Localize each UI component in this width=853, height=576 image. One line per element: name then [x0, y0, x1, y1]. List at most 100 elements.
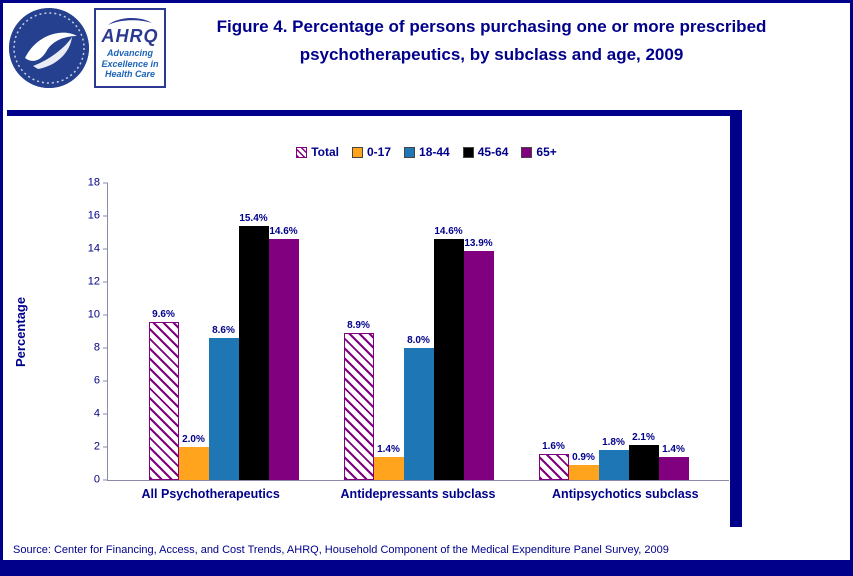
category-labels: All Psychotherapeutics Antidepressants su…: [107, 487, 729, 501]
y-axis-tick-mark: [103, 215, 108, 217]
legend-label: Total: [311, 145, 339, 159]
bar-value-label: 8.6%: [212, 325, 235, 337]
bar-rect: [628, 445, 659, 480]
bar-65-: 13.9%: [463, 183, 494, 480]
y-axis-tick-mark: [103, 314, 108, 316]
legend-swatch-icon: [521, 146, 533, 158]
legend-item-18-44: 18-44: [404, 145, 450, 159]
y-axis-tick-mark: [103, 446, 108, 448]
y-axis-tick-label: 18: [87, 176, 100, 189]
y-axis-tick-mark: [103, 281, 108, 283]
bar-rect: [568, 465, 599, 480]
bar-rect: [538, 453, 569, 480]
bar-0-17: 2.0%: [178, 183, 209, 480]
bar-45-64: 2.1%: [628, 183, 659, 480]
bar-18-44: 1.8%: [598, 183, 629, 480]
ahrq-swoosh-icon: [108, 18, 152, 26]
bar-value-label: 1.4%: [662, 443, 685, 455]
bar-rect: [463, 250, 494, 480]
bar-18-44: 8.6%: [208, 183, 239, 480]
legend: Total 0-17 18-44 45-64 65+: [3, 145, 850, 159]
bar-rect: [658, 456, 689, 480]
y-axis-tick-mark: [103, 347, 108, 349]
bar-65-: 1.4%: [658, 183, 689, 480]
header-divider-rule: [7, 110, 739, 116]
category-label: All Psychotherapeutics: [141, 487, 280, 501]
y-axis-tick-mark: [103, 479, 108, 481]
ahrq-tagline-line1: Advancing: [106, 48, 153, 59]
hhs-eagle-icon: [9, 8, 89, 88]
bar-rect: [208, 338, 239, 480]
bar-0-17: 0.9%: [568, 183, 599, 480]
legend-item-65-: 65+: [521, 145, 557, 159]
bar-value-label: 2.0%: [182, 434, 205, 446]
bar-group: 9.6% 2.0% 8.6% 15.4% 14.6%: [126, 183, 321, 480]
bar-total: 8.9%: [343, 183, 374, 480]
bar-value-label: 14.6%: [434, 226, 463, 238]
bar-rect: [178, 447, 209, 480]
y-axis-tick-label: 14: [87, 242, 100, 255]
bar-total: 9.6%: [148, 183, 179, 480]
bar-18-44: 8.0%: [403, 183, 434, 480]
y-axis-tick-label: 2: [93, 440, 100, 453]
legend-label: 0-17: [366, 145, 392, 159]
y-axis-tick-label: 4: [93, 407, 100, 420]
bar-total: 1.6%: [538, 183, 569, 480]
bar-value-label: 0.9%: [572, 452, 595, 464]
legend-swatch-icon: [351, 146, 363, 158]
bar-value-label: 15.4%: [239, 212, 268, 224]
y-axis-title: Percentage: [13, 296, 28, 368]
bar-rect: [268, 239, 299, 480]
bar-value-label: 8.0%: [407, 335, 430, 347]
bar-value-label: 9.6%: [152, 308, 175, 320]
bar-rect: [373, 456, 404, 480]
legend-item-0-17: 0-17: [351, 145, 392, 159]
page-title-line2: psychotherapeutics, by subclass and age,…: [299, 45, 684, 65]
bar-groups: 9.6% 2.0% 8.6% 15.4% 14.6% 8.9% 1.4% 8.0% 14.6% 1…: [108, 183, 729, 480]
category-label: Antidepressants subclass: [340, 487, 496, 501]
bar-value-label: 1.4%: [377, 443, 400, 455]
plot-area: 9.6% 2.0% 8.6% 15.4% 14.6% 8.9% 1.4% 8.0% 14.6% 1…: [88, 177, 729, 485]
y-axis-tick-label: 10: [87, 308, 100, 321]
hhs-seal-icon: [9, 8, 89, 88]
bar-45-64: 14.6%: [433, 183, 464, 480]
ahrq-tagline-line2: Excellence in: [101, 58, 159, 69]
header-logos: AHRQ Advancing Excellence in Health Care: [9, 8, 166, 88]
y-axis-tick-label: 12: [87, 275, 100, 288]
y-axis-tick-mark: [103, 380, 108, 382]
legend-item-total: Total: [296, 145, 339, 159]
bar-rect: [148, 321, 179, 480]
ahrq-logo: AHRQ Advancing Excellence in Health Care: [94, 8, 166, 88]
bar-group: 1.6% 0.9% 1.8% 2.1% 1.4%: [516, 183, 711, 480]
bar-value-label: 1.6%: [542, 440, 565, 452]
bar-value-label: 14.6%: [269, 226, 298, 238]
category-label: Antipsychotics subclass: [552, 487, 699, 501]
y-axis-tick-mark: [103, 182, 108, 184]
source-note: Source: Center for Financing, Access, an…: [13, 544, 669, 556]
bar-group: 8.9% 1.4% 8.0% 14.6% 13.9%: [321, 183, 516, 480]
right-shadow-bar: [730, 110, 742, 527]
legend-item-45-64: 45-64: [462, 145, 509, 159]
legend-label: 45-64: [477, 145, 509, 159]
y-axis-tick-mark: [103, 413, 108, 415]
ahrq-tagline: Advancing Excellence in Health Care: [101, 48, 158, 79]
ahrq-acronym: AHRQ: [101, 26, 159, 47]
bar-0-17: 1.4%: [373, 183, 404, 480]
legend-label: 18-44: [419, 145, 450, 159]
ahrq-tagline-line3: Health Care: [104, 69, 155, 80]
y-axis-tick-label: 0: [93, 473, 100, 486]
bar-value-label: 8.9%: [347, 320, 370, 332]
bar-value-label: 13.9%: [464, 237, 493, 249]
y-axis-tick-label: 8: [93, 341, 100, 354]
bar-rect: [238, 225, 269, 480]
bar-65-: 14.6%: [268, 183, 299, 480]
bar-value-label: 2.1%: [632, 432, 655, 444]
legend-label: 65+: [536, 145, 557, 159]
legend-swatch-icon: [462, 146, 474, 158]
y-axis-tick-label: 6: [93, 374, 100, 387]
bar-rect: [343, 333, 374, 480]
bar-rect: [598, 450, 629, 480]
bar-rect: [403, 348, 434, 480]
legend-swatch-icon: [296, 146, 308, 158]
